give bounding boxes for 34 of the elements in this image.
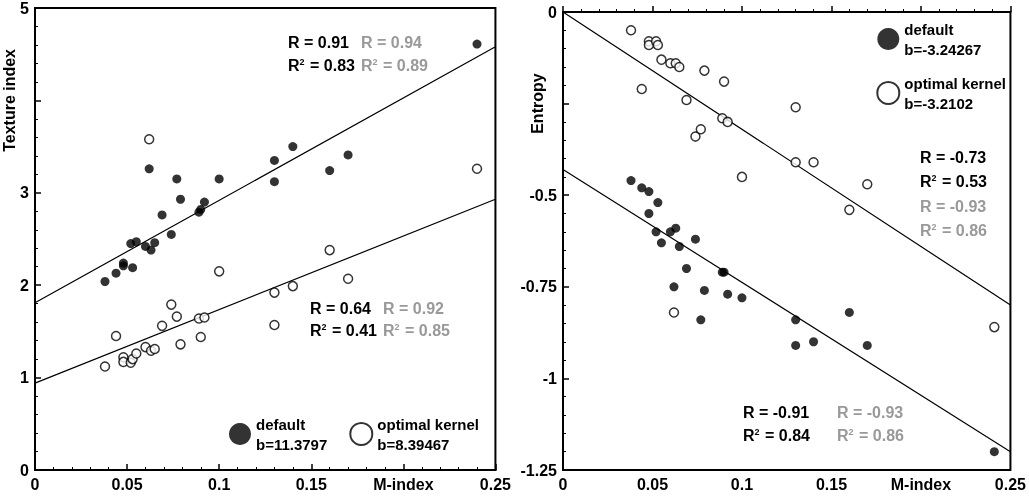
x-axis-title: M-index bbox=[373, 475, 434, 493]
annotation: R = -0.93 bbox=[920, 197, 987, 215]
x-tick-label: 0.25 bbox=[479, 475, 512, 493]
y-tick-label: 1 bbox=[20, 369, 30, 387]
annotation: R = 0.94 bbox=[361, 33, 423, 51]
x-tick-label: 0.1 bbox=[208, 475, 231, 493]
y-tick-label: -0.5 bbox=[529, 186, 558, 204]
x-tick-label: 0.15 bbox=[815, 475, 848, 493]
y-tick-label: -0.75 bbox=[520, 278, 558, 296]
annotation: R = 0.64 bbox=[310, 299, 372, 317]
annotation: R = -0.91 bbox=[743, 403, 810, 421]
y-tick-label: 0 bbox=[20, 461, 30, 479]
y-tick-label: 5 bbox=[20, 0, 30, 17]
y-tick-label: 3 bbox=[20, 184, 30, 202]
annotation: R = -0.93 bbox=[837, 403, 904, 421]
annotation: R = 0.91 bbox=[288, 33, 350, 51]
x-tick-label: 0.1 bbox=[730, 475, 754, 493]
y-tick-label: 2 bbox=[20, 276, 30, 294]
annotation: R = 0.92 bbox=[383, 299, 445, 317]
legend-label: optimal kernel b=-3.2102 bbox=[904, 74, 1007, 112]
y-tick-label: -1 bbox=[542, 369, 558, 387]
y-tick-label: -1.25 bbox=[520, 461, 558, 479]
x-tick-label: 0.15 bbox=[295, 475, 327, 493]
y-axis-title: Texture index bbox=[0, 48, 18, 152]
x-axis-title: M-index bbox=[890, 475, 952, 493]
x-tick-label: 0.25 bbox=[994, 475, 1027, 493]
y-axis-title: Entropy bbox=[528, 73, 546, 134]
x-tick-label: 0.05 bbox=[111, 475, 143, 493]
y-tick-label: 0 bbox=[548, 3, 558, 21]
legend-label: optimal kernel b=8.39467 bbox=[377, 415, 480, 453]
legend-label: default b=-3.24267 bbox=[904, 20, 982, 58]
annotation: R = -0.73 bbox=[920, 148, 987, 166]
legend-label: default b=11.3797 bbox=[255, 415, 328, 453]
x-tick-label: 0.05 bbox=[636, 475, 669, 493]
